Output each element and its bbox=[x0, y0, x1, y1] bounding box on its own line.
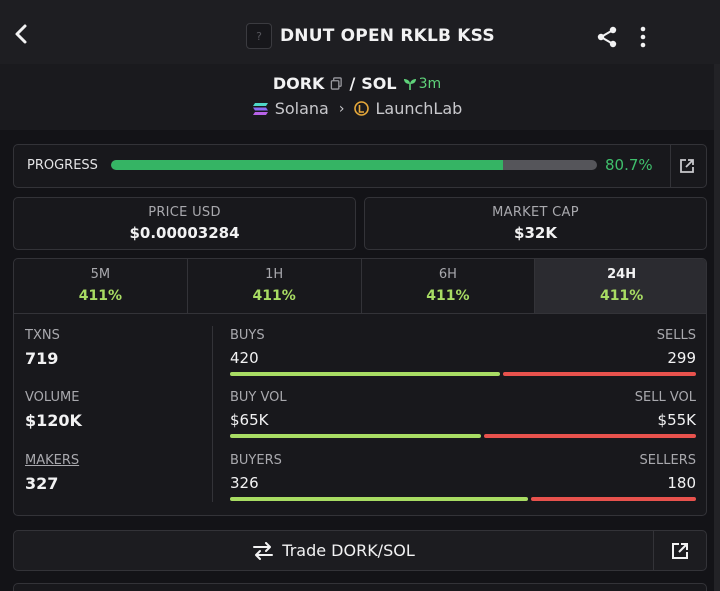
makers-value: 327 bbox=[25, 474, 59, 493]
progress-label: PROGRESS bbox=[27, 158, 98, 173]
buyers-value: 326 bbox=[230, 474, 259, 492]
tab-label: 1H bbox=[265, 267, 284, 282]
market-cap-label: MARKET CAP bbox=[492, 205, 579, 220]
buy-segment bbox=[230, 497, 529, 501]
sell-segment bbox=[503, 372, 696, 376]
tab-24h[interactable]: 24H 411% bbox=[535, 259, 706, 313]
pair-age-value: 3m bbox=[418, 75, 442, 92]
buyers-label: BUYERS bbox=[230, 453, 282, 468]
tab-1h[interactable]: 1H 411% bbox=[188, 259, 362, 313]
makers-label[interactable]: MAKERS bbox=[25, 453, 80, 468]
volume-label: VOLUME bbox=[25, 390, 80, 405]
copy-icon[interactable] bbox=[330, 77, 343, 90]
tab-6h[interactable]: 6H 411% bbox=[362, 259, 536, 313]
timeframe-tabs: 5M 411% 1H 411% 6H 411% 24H 411% bbox=[14, 259, 706, 314]
more-options-icon[interactable] bbox=[633, 25, 653, 49]
price-value: $0.00003284 bbox=[129, 224, 240, 242]
tab-5m[interactable]: 5M 411% bbox=[14, 259, 188, 313]
makers-stat: MAKERS 327 bbox=[25, 453, 79, 493]
txns-value: 719 bbox=[25, 349, 59, 368]
buys-sells-row: BUYS SELLS 420 299 bbox=[230, 328, 696, 380]
buy-vol-value: $65K bbox=[230, 411, 269, 429]
pair-age: 3m bbox=[403, 75, 442, 92]
buys-label: BUYS bbox=[230, 328, 265, 343]
sprout-icon bbox=[403, 78, 416, 90]
trade-bar: Trade DORK/SOL bbox=[13, 530, 707, 571]
volume-value: $120K bbox=[25, 411, 82, 430]
buy-vol-label: BUY VOL bbox=[230, 390, 287, 405]
sell-segment bbox=[531, 497, 696, 501]
bonding-progress-card: PROGRESS 80.7% bbox=[13, 144, 707, 188]
tab-label: 5M bbox=[90, 267, 111, 282]
tab-change: 411% bbox=[252, 288, 296, 304]
launchlab-logo-icon bbox=[354, 101, 370, 116]
swap-arrows-icon bbox=[253, 541, 274, 560]
price-label: PRICE USD bbox=[148, 205, 221, 220]
title-group: ? DNUT OPEN RKLB KSS bbox=[246, 23, 495, 49]
launchpad-name[interactable]: LaunchLab bbox=[375, 99, 463, 118]
buy-segment bbox=[230, 372, 501, 376]
progress-value: 80.7% bbox=[605, 156, 653, 174]
market-cap-value: $32K bbox=[514, 224, 557, 242]
sells-value: 299 bbox=[667, 349, 696, 367]
pair-line: DORK / SOL 3m bbox=[0, 74, 714, 93]
market-cap-card: MARKET CAP $32K bbox=[364, 197, 707, 250]
column-divider bbox=[212, 326, 213, 502]
buy-segment bbox=[230, 434, 481, 438]
buys-value: 420 bbox=[230, 349, 259, 367]
solana-logo-icon bbox=[252, 102, 268, 115]
buys-sells-ratio-bar bbox=[230, 372, 696, 376]
tab-label: 6H bbox=[438, 267, 457, 282]
base-symbol: DORK bbox=[272, 74, 325, 93]
trade-label: Trade DORK/SOL bbox=[282, 541, 415, 560]
tab-change: 411% bbox=[426, 288, 470, 304]
volume-ratio-bar bbox=[230, 434, 696, 438]
sellers-value: 180 bbox=[667, 474, 696, 492]
buyers-ratio-bar bbox=[230, 497, 696, 501]
back-arrow-icon[interactable] bbox=[10, 22, 34, 46]
sell-segment bbox=[483, 434, 696, 438]
tab-label: 24H bbox=[607, 267, 637, 282]
volume-split-row: BUY VOL SELL VOL $65K $55K bbox=[230, 390, 696, 442]
share-icon[interactable] bbox=[595, 25, 619, 49]
divider bbox=[653, 531, 654, 570]
quote-symbol: SOL bbox=[361, 74, 397, 93]
page-title: DNUT OPEN RKLB KSS bbox=[280, 26, 495, 46]
pair-separator: / bbox=[349, 74, 356, 93]
progress-bar-fill bbox=[111, 160, 504, 170]
price-usd-card: PRICE USD $0.00003284 bbox=[13, 197, 356, 250]
scrollbar-track[interactable] bbox=[714, 64, 720, 591]
sells-label: SELLS bbox=[656, 328, 696, 343]
txns-label: TXNS bbox=[25, 328, 60, 343]
next-section-card bbox=[13, 583, 707, 591]
volume-stat: VOLUME $120K bbox=[25, 390, 82, 430]
sell-vol-value: $55K bbox=[657, 411, 696, 429]
buyers-sellers-row: BUYERS SELLERS 326 180 bbox=[230, 453, 696, 505]
sellers-label: SELLERS bbox=[639, 453, 696, 468]
chain-name[interactable]: Solana bbox=[274, 99, 329, 118]
txns-stat: TXNS 719 bbox=[25, 328, 60, 368]
sell-vol-label: SELL VOL bbox=[634, 390, 696, 405]
top-bar: ? DNUT OPEN RKLB KSS bbox=[0, 0, 720, 64]
chain-breadcrumb: Solana › LaunchLab bbox=[0, 99, 714, 118]
external-link-icon[interactable] bbox=[670, 541, 690, 561]
token-image-placeholder-icon: ? bbox=[246, 23, 272, 49]
chevron-right-icon: › bbox=[338, 100, 345, 117]
pair-header: DORK / SOL 3m Solana › LaunchLab bbox=[0, 64, 714, 130]
progress-bar bbox=[111, 160, 597, 170]
external-link-icon[interactable] bbox=[678, 157, 696, 175]
tab-change: 411% bbox=[78, 288, 122, 304]
divider bbox=[670, 145, 671, 187]
tab-change: 411% bbox=[599, 288, 644, 304]
trade-button[interactable]: Trade DORK/SOL bbox=[14, 531, 653, 570]
stats-card: 5M 411% 1H 411% 6H 411% 24H 411% TXNS 71… bbox=[13, 258, 707, 516]
